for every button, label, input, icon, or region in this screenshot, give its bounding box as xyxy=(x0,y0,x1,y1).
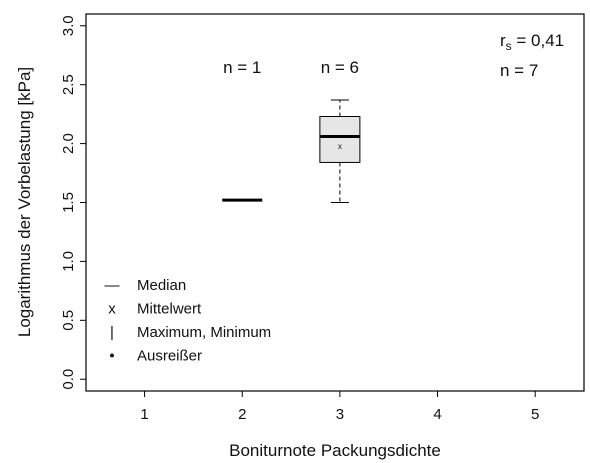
x-tick-label: 2 xyxy=(238,406,246,423)
y-tick-label: 0.5 xyxy=(60,310,77,331)
box-group-2: n = 1 xyxy=(222,58,263,202)
legend-label: Ausreißer xyxy=(137,348,202,365)
box-group-3: x n = 6 xyxy=(319,58,361,203)
x-axis-title: Boniturnote Packungsdichte xyxy=(229,441,441,460)
legend-symbol: | xyxy=(110,324,114,341)
legend-symbol: — xyxy=(105,277,120,294)
spearman-r-subscript: s xyxy=(506,39,512,53)
y-tick-label: 1.5 xyxy=(60,192,77,213)
spearman-r-label: rs = 0,41 xyxy=(500,31,564,53)
legend-label: Mittelwert xyxy=(137,301,202,318)
y-axis-title: Logarithmus der Vorbelastung [kPa] xyxy=(15,67,34,337)
mean-marker: x xyxy=(338,142,342,151)
n-label: n = 1 xyxy=(223,58,261,77)
legend-label: Maximum, Minimum xyxy=(137,324,271,341)
n-label: n = 6 xyxy=(321,58,359,77)
x-tick-label: 3 xyxy=(336,406,344,423)
legend: — Median x Mittelwert | Maximum, Minimum • Ausr… xyxy=(105,277,272,365)
legend-symbol: • xyxy=(109,348,114,365)
y-axis: 0.0 0.5 1.0 1.5 2.0 2.5 3.0 xyxy=(60,15,86,390)
x-tick-label: 1 xyxy=(140,406,148,423)
spearman-r-value: = 0,41 xyxy=(512,31,564,50)
box-iqr xyxy=(319,115,361,163)
x-tick-label: 4 xyxy=(433,406,441,423)
legend-label: Median xyxy=(137,277,186,294)
y-tick-label: 0.0 xyxy=(60,369,77,390)
y-tick-label: 3.0 xyxy=(60,15,77,36)
y-tick-label: 2.0 xyxy=(60,133,77,154)
x-tick-label: 5 xyxy=(531,406,539,423)
y-tick-label: 2.5 xyxy=(60,74,77,95)
total-n-label: n = 7 xyxy=(500,61,538,80)
y-tick-label: 1.0 xyxy=(60,251,77,272)
x-axis: 1 2 3 4 5 xyxy=(140,391,539,423)
boxes-layer: n = 1 x n = 6 xyxy=(222,58,361,203)
spearman-r-symbol: r xyxy=(500,31,506,50)
legend-symbol: x xyxy=(108,301,116,318)
